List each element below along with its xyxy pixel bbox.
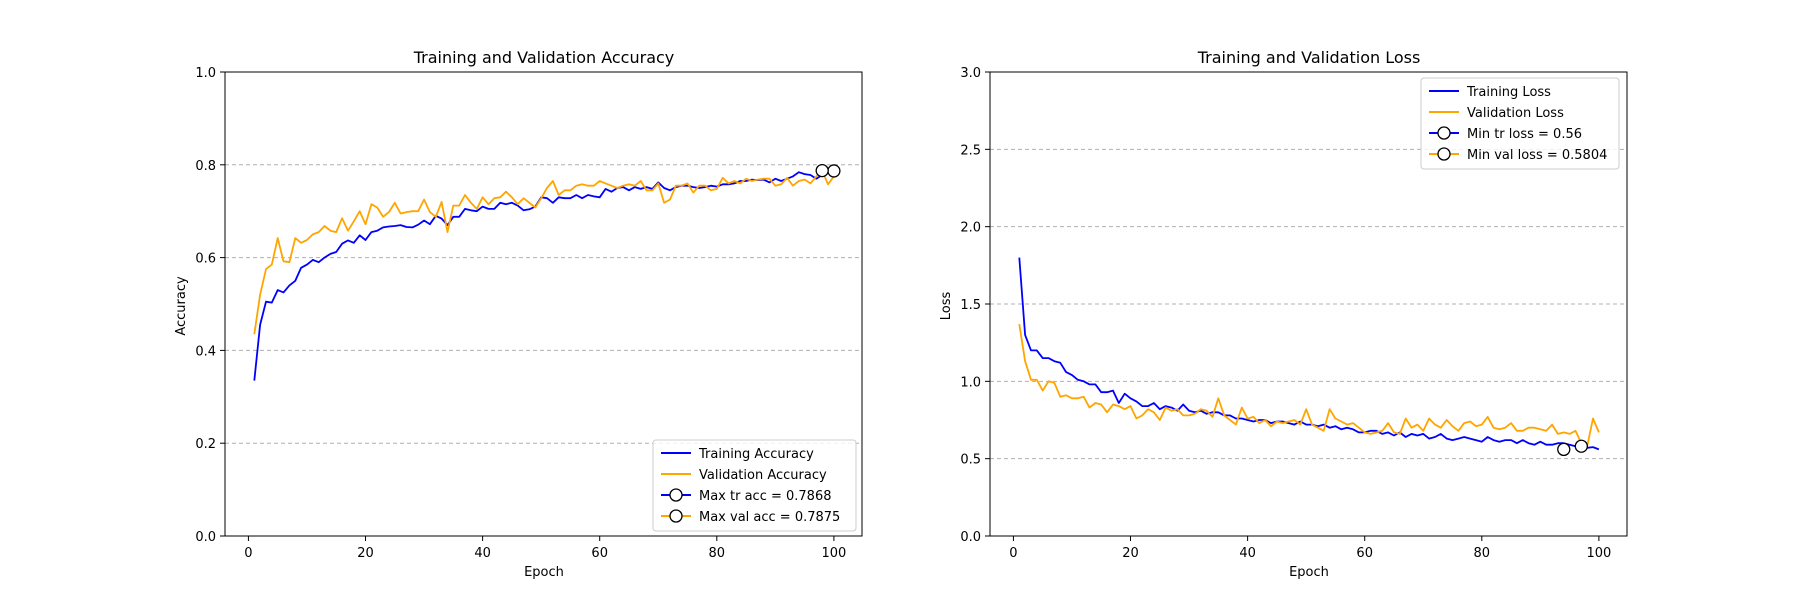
accuracy-x-tick-60: 60 bbox=[591, 546, 608, 561]
loss-x-tick-20: 20 bbox=[1122, 546, 1139, 561]
loss-x-tick-40: 40 bbox=[1239, 546, 1256, 561]
loss-x-tick-80: 80 bbox=[1474, 546, 1491, 561]
accuracy-axes-frame bbox=[224, 71, 863, 537]
accuracy-best-marker-0 bbox=[827, 164, 841, 178]
legend-max-val-acc: Max val acc = 0.7875 bbox=[699, 510, 840, 525]
loss-legend-box bbox=[1420, 77, 1620, 170]
loss-x-tick-100: 100 bbox=[1586, 546, 1611, 561]
loss-series-validation-loss bbox=[1018, 323, 1600, 448]
loss-panel: Training and Validation Loss Epoch Loss … bbox=[939, 48, 1628, 580]
loss-chart-title: Training and Validation Loss bbox=[1197, 48, 1421, 67]
accuracy-x-axis-label: Epoch bbox=[524, 565, 564, 580]
legend-max-tr-acc-marker bbox=[669, 488, 683, 502]
loss-y-tick-1.5: 1.5 bbox=[960, 298, 981, 313]
accuracy-y-tick-0.8: 0.8 bbox=[195, 159, 216, 174]
accuracy-chart-title: Training and Validation Accuracy bbox=[413, 48, 675, 67]
accuracy-y-axis-label: Accuracy bbox=[174, 276, 189, 336]
accuracy-y-tick-0.4: 0.4 bbox=[195, 344, 216, 359]
legend-min-tr-loss-marker bbox=[1437, 126, 1451, 140]
loss-legend: Training Loss Validation Loss Min tr los… bbox=[1420, 77, 1620, 170]
legend-training-accuracy: Training Accuracy bbox=[698, 447, 814, 462]
accuracy-panel: Training and Validation Accuracy Epoch A… bbox=[174, 48, 863, 580]
accuracy-series-validation-accuracy bbox=[253, 169, 835, 335]
loss-y-tick-0.0: 0.0 bbox=[960, 530, 981, 545]
loss-best-marker-1 bbox=[1574, 439, 1588, 453]
loss-y-tick-1.0: 1.0 bbox=[960, 375, 981, 390]
legend-training-loss: Training Loss bbox=[1466, 85, 1551, 100]
accuracy-x-tick-40: 40 bbox=[474, 546, 491, 561]
loss-x-axis-label: Epoch bbox=[1289, 565, 1329, 580]
accuracy-best-marker-1 bbox=[815, 163, 829, 178]
accuracy-y-tick-0.0: 0.0 bbox=[195, 530, 216, 545]
loss-best-marker-0 bbox=[1557, 442, 1571, 457]
legend-min-val-loss: Min val loss = 0.5804 bbox=[1467, 148, 1607, 163]
legend-validation-loss: Validation Loss bbox=[1467, 106, 1564, 121]
accuracy-x-tick-80: 80 bbox=[709, 546, 726, 561]
accuracy-y-tick-0.2: 0.2 bbox=[195, 437, 216, 452]
accuracy-legend: Training Accuracy Validation Accuracy Ma… bbox=[652, 439, 857, 532]
accuracy-y-tick-0.6: 0.6 bbox=[195, 252, 216, 267]
loss-y-tick-0.5: 0.5 bbox=[960, 453, 981, 468]
accuracy-legend-box bbox=[652, 439, 857, 532]
legend-max-tr-acc: Max tr acc = 0.7868 bbox=[699, 489, 832, 504]
loss-x-tick-0: 0 bbox=[1009, 546, 1017, 561]
accuracy-x-tick-20: 20 bbox=[357, 546, 374, 561]
accuracy-x-tick-100: 100 bbox=[821, 546, 846, 561]
loss-y-axis-label: Loss bbox=[939, 292, 954, 321]
accuracy-x-tick-0: 0 bbox=[244, 546, 252, 561]
legend-validation-accuracy: Validation Accuracy bbox=[699, 468, 827, 483]
loss-y-tick-3.0: 3.0 bbox=[960, 66, 981, 81]
legend-min-tr-loss: Min tr loss = 0.56 bbox=[1467, 127, 1582, 142]
loss-y-tick-2.5: 2.5 bbox=[960, 143, 981, 158]
loss-y-tick-2.0: 2.0 bbox=[960, 221, 981, 236]
legend-min-val-loss-marker bbox=[1437, 147, 1451, 161]
loss-axes-frame bbox=[989, 71, 1628, 537]
legend-max-val-acc-marker bbox=[669, 509, 683, 523]
loss-x-tick-60: 60 bbox=[1356, 546, 1373, 561]
loss-series-training-loss bbox=[1018, 257, 1600, 451]
accuracy-y-tick-1.0: 1.0 bbox=[195, 66, 216, 81]
